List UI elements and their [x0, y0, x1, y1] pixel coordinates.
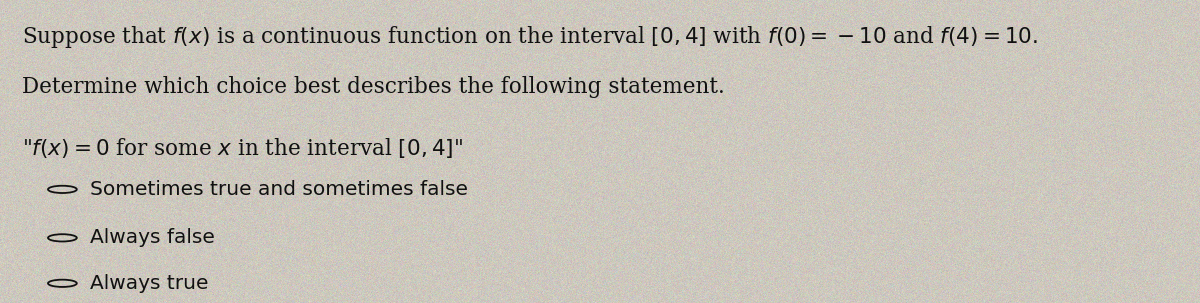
Text: Suppose that $f(x)$ is a continuous function on the interval $[0, 4]$ with $f(0): Suppose that $f(x)$ is a continuous func…: [22, 24, 1038, 50]
Text: Always false: Always false: [90, 228, 215, 247]
Text: Determine which choice best describes the following statement.: Determine which choice best describes th…: [22, 76, 725, 98]
Text: "$f(x) = 0$ for some $x$ in the interval $[0, 4]$": "$f(x) = 0$ for some $x$ in the interval…: [22, 136, 462, 160]
Text: Sometimes true and sometimes false: Sometimes true and sometimes false: [90, 180, 468, 199]
Text: Always true: Always true: [90, 274, 209, 293]
